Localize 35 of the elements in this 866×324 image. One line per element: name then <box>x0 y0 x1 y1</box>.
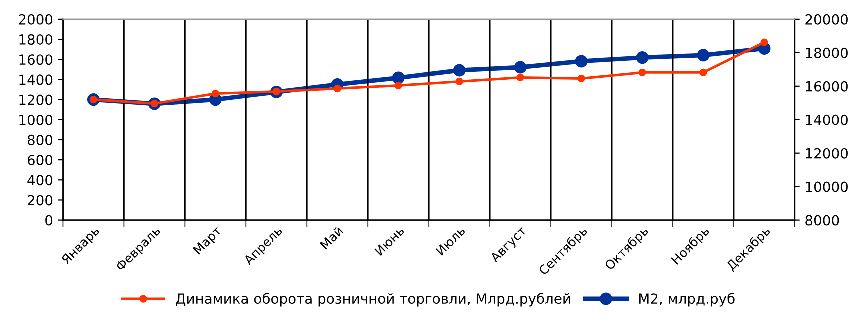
point <box>636 52 649 64</box>
y2-tick-label: 18000 <box>806 48 848 58</box>
y2-tick-label: 16000 <box>806 81 848 92</box>
point <box>453 64 466 77</box>
point <box>700 68 708 76</box>
y-tick-label: 1400 <box>20 74 53 86</box>
y2-tick-label: 8000 <box>806 215 840 226</box>
y-tick-label: 2000 <box>19 14 53 25</box>
y-tick-label: 400 <box>28 175 53 186</box>
point <box>638 68 646 76</box>
y-tick-label: 1600 <box>20 54 53 66</box>
point <box>578 74 586 83</box>
y2-tick-label: 12000 <box>806 148 848 159</box>
point <box>212 90 220 98</box>
point <box>516 74 524 82</box>
y2-tick-label: 20000 <box>806 14 848 25</box>
point <box>575 55 588 68</box>
point <box>514 61 527 74</box>
legend-label: М2, млрд.руб <box>640 293 735 307</box>
y2-tick-label: 14000 <box>806 114 848 126</box>
point <box>456 78 464 86</box>
y-tick-label: 1200 <box>20 94 53 106</box>
y-tick-label: 200 <box>28 195 53 206</box>
y-tick-label: 0 <box>46 215 53 226</box>
point <box>697 49 710 62</box>
point <box>394 82 402 90</box>
point <box>760 38 768 46</box>
y-tick-label: 1000 <box>20 114 53 126</box>
legend-label: Динамика оборота розничной торговли, Млрд.рублей <box>176 293 570 307</box>
y-tick-label: 1800 <box>20 34 53 45</box>
y-tick-label: 800 <box>28 134 53 146</box>
y-tick-label: 600 <box>28 155 53 166</box>
y2-tick-label: 10000 <box>806 182 848 192</box>
point <box>392 72 405 84</box>
point <box>334 84 342 93</box>
